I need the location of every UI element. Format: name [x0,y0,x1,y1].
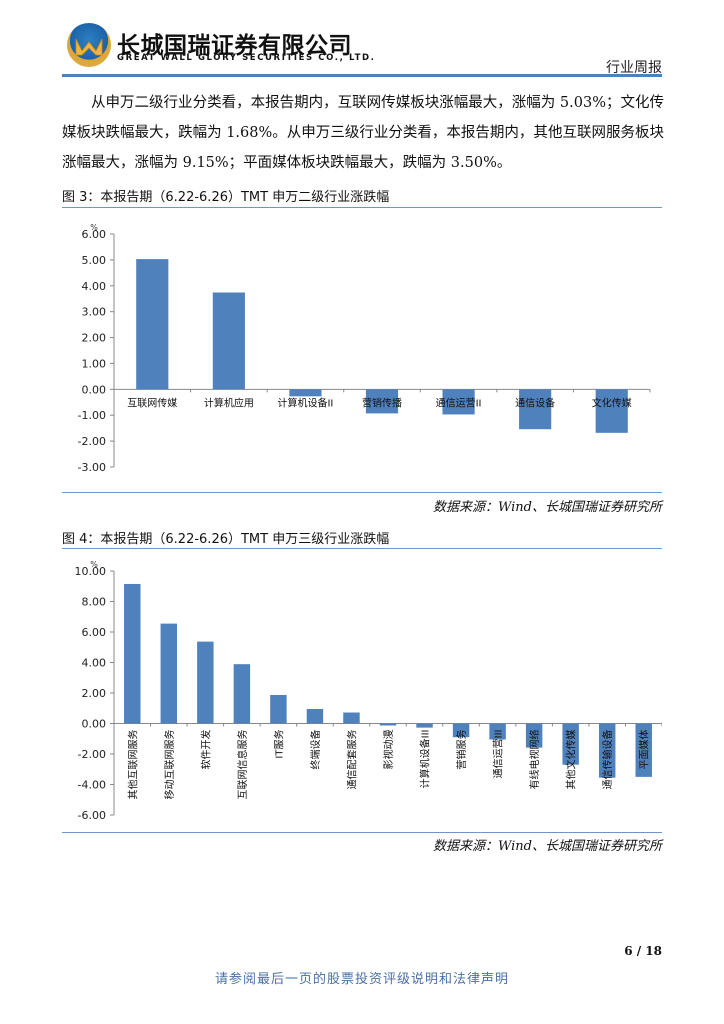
x-category-label: 营销传播 [362,396,402,409]
bar [595,389,628,433]
y-tick-label: 4.00 [82,280,107,293]
bar [379,723,397,726]
header-divider [62,74,662,77]
y-tick-label: 1.00 [82,357,107,370]
bar [270,694,287,724]
bar [212,292,245,390]
y-tick-label: -1.00 [78,409,106,422]
bar [452,723,470,738]
figure-4-chart: % 10.00 8.00 6.00 4.00 2.00 0.00 -2.00 -4.00 -6.0… [62,549,663,832]
y-tick-label: 6.00 [82,626,107,639]
bar-chart-sw-level2: %6.00 5.00 4.00 3.00 2.00 1.00 0.00 -1.00 -2.00 -… [78,223,651,474]
x-category-label: IT服务 [272,730,285,759]
x-category-label: 移动互联网服务 [163,730,176,800]
y-tick-label: 0.00 [82,718,107,731]
bar [365,389,399,414]
y-tick-label: 5.00 [82,254,107,267]
x-category-label: 通信运营III [492,730,505,779]
bar [598,723,616,778]
y-tick-label: 3.00 [82,306,107,319]
paragraph-text: 从申万二级行业分类看，本报告期内，互联网传媒板块涨幅最大，涨幅为 5.03%；文… [62,95,664,171]
bar [525,723,543,748]
bar [519,389,552,430]
bar [562,723,579,765]
y-tick-label: 6.00 [82,228,107,241]
figure-3-title: 图 3：本报告期（6.22-6.26）TMT 申万二级行业涨跌幅 [62,190,390,205]
y-tick-label: -2.00 [78,435,106,448]
x-category-label: 通信传输设备 [601,730,614,790]
y-tick-label: 2.00 [82,687,107,700]
bar [489,723,506,740]
summary-paragraph: 从申万二级行业分类看，本报告期内，互联网传媒板块涨幅最大，涨幅为 5.03%；文… [62,88,664,178]
x-category-label: 计算机设备III [419,730,432,789]
figure-3-top-rule [62,207,662,208]
y-tick-label: -3.00 [78,461,106,474]
x-category-label: 平面媒体 [639,730,651,770]
bar [306,709,324,724]
y-tick-label: 4.00 [82,657,107,670]
report-type: 行业周报 [606,60,662,76]
figure-4-source: 数据来源：Wind、长城国瑞证券研究所 [433,839,662,854]
y-tick-label: -2.00 [78,748,106,761]
figure-4-top-rule [62,548,662,549]
x-category-label: 通信配套服务 [345,730,358,790]
y-tick-label: 0.00 [82,383,107,396]
figure-4-title: 图 4：本报告期（6.22-6.26）TMT 申万三级行业涨跌幅 [62,532,390,547]
x-category-label: 影视动漫 [382,730,395,770]
company-name-en: GREAT WALL GLORY SECURITIES CO., LTD. [117,53,376,63]
company-logo-icon [67,23,111,67]
x-category-label: 计算机应用 [204,396,254,409]
y-tick-label: 8.00 [82,596,107,609]
x-category-label: 计算机设备II [277,396,333,409]
figure-3-bottom-rule [62,492,662,493]
bar [635,723,652,777]
company-name-cn: 长城国瑞证券有限公司 [117,33,352,59]
y-axis-unit-label: % [90,223,98,232]
figure-4-bottom-rule [62,832,662,833]
x-category-label: 营销服务 [455,730,468,770]
y-tick-label: -4.00 [78,779,106,792]
bar [136,259,169,390]
y-tick-label: -6.00 [78,809,106,822]
page-number: 6 / 18 [624,944,662,958]
logo-wings-icon [75,38,103,56]
bar [124,583,141,724]
figure-3-chart: % 6.00 5.00 4.00 3.00 2.00 1.00 0.00 -1.00 -2.00 -… [62,208,662,492]
bar [289,389,322,397]
bar [233,664,251,724]
x-category-label: 互联网信息服务 [236,730,249,800]
x-category-label: 终端设备 [309,730,322,770]
x-category-label: 通信运营II [436,396,482,409]
y-tick-label: 2.00 [82,332,107,345]
bar [160,623,178,724]
x-category-label: 有线电视网络 [528,730,541,790]
bar [343,712,360,724]
bar [416,723,433,728]
y-axis-unit-label: % [90,560,98,569]
y-tick-label: 10.00 [75,565,107,578]
x-category-label: 通信设备 [515,396,555,409]
x-category-label: 软件开发 [199,730,212,770]
bar [442,389,475,415]
bar-chart-sw-level3: %10.00 8.00 6.00 4.00 2.00 0.00 -2.00 -4.00 -6.0… [75,560,663,822]
x-category-label: 其他文化传媒 [565,730,578,790]
x-category-label: 互联网传媒 [127,397,177,409]
footer-disclaimer: 请参阅最后一页的股票投资评级说明和法律声明 [214,972,509,987]
bar [197,641,214,724]
x-category-label: 文化传媒 [592,396,632,409]
x-category-label: 其他互联网服务 [126,730,139,800]
figure-3-source: 数据来源：Wind、长城国瑞证券研究所 [433,500,662,515]
